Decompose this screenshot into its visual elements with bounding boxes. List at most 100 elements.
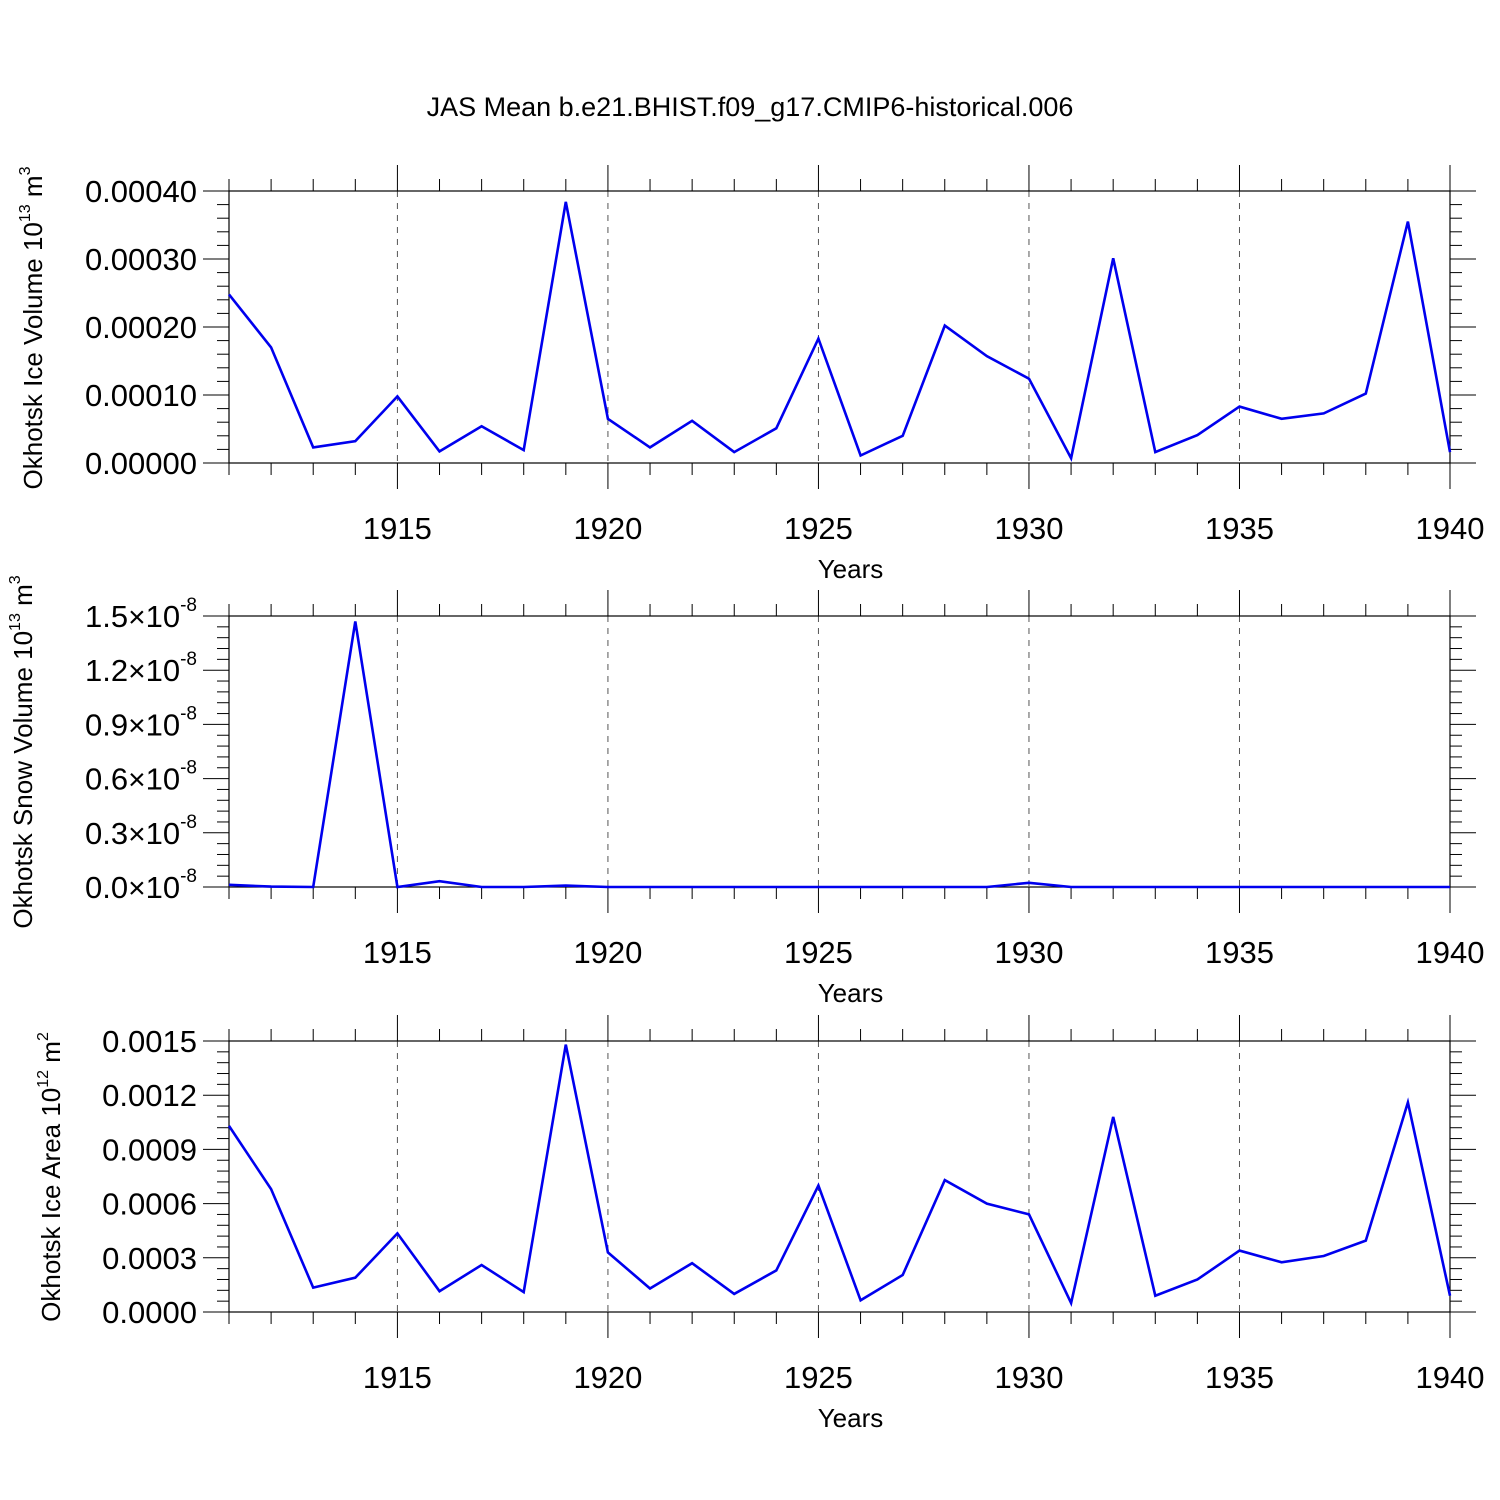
x-axis-label: Years [818, 978, 884, 1008]
y-tick-value: 0.0009 [102, 1132, 197, 1167]
y-tick-label: 0.0006 [102, 1187, 197, 1222]
y-tick-value: 0.0012 [102, 1078, 197, 1113]
y-tick-base: 10 [146, 870, 180, 905]
y-tick-label: 0.00020 [85, 310, 197, 345]
x-tick-label: 1935 [1205, 511, 1274, 546]
y-axis-label-exponent: 13 [17, 204, 34, 222]
x-tick-label: 1930 [994, 1360, 1063, 1395]
x-tick-label: 1935 [1205, 1360, 1274, 1395]
y-axis-label-text: Okhotsk Ice Volume 10 [18, 222, 48, 489]
y-tick-value: 0.0015 [102, 1024, 197, 1059]
x-tick-label: 1935 [1205, 935, 1274, 970]
x-tick-label: 1930 [994, 935, 1063, 970]
x-tick-label: 1925 [784, 935, 853, 970]
y-axis-label-exponent: 13 [7, 613, 24, 631]
y-axis-label-exponent: 12 [35, 1070, 52, 1088]
y-axis-label-unit-exponent: 2 [35, 1032, 52, 1041]
y-tick-value: 1.5 [85, 599, 128, 634]
y-tick-value: 0.3 [85, 816, 128, 851]
y-axis-label-unit: m [8, 584, 38, 613]
y-tick-exponent: -8 [180, 758, 197, 779]
y-tick-base: 10 [146, 816, 180, 851]
y-tick-label: 0.9×10-8 [85, 703, 197, 742]
y-tick-label: 0.00000 [85, 446, 197, 481]
x-tick-label: 1930 [994, 511, 1063, 546]
series-line [227, 1044, 1452, 1307]
y-tick-label: 0.0000 [102, 1295, 197, 1330]
y-tick-value: 0.00010 [85, 378, 197, 413]
x-tick-label: 1920 [573, 511, 642, 546]
y-tick-label: 0.00040 [85, 174, 197, 209]
y-tick-value: 0.0000 [102, 1295, 197, 1330]
y-tick-label: 0.0012 [102, 1078, 197, 1113]
y-tick-value: 0.00000 [85, 446, 197, 481]
y-axis-label-unit-exponent: 3 [7, 575, 24, 584]
y-tick-value: 0.00040 [85, 174, 197, 209]
y-tick-times: × [128, 872, 146, 905]
plot-frame [228, 1040, 1451, 1313]
y-tick-label: 0.0009 [102, 1132, 197, 1167]
y-tick-value: 0.0003 [102, 1241, 197, 1276]
figure-title: JAS Mean b.e21.BHIST.f09_g17.CMIP6-histo… [427, 92, 1074, 122]
y-tick-label: 0.6×10-8 [85, 758, 197, 797]
y-tick-times: × [128, 601, 146, 634]
series-line [227, 201, 1452, 462]
x-tick-label: 1920 [573, 935, 642, 970]
y-tick-label: 0.00030 [85, 242, 197, 277]
y-tick-exponent: -8 [180, 703, 197, 724]
x-axis-label: Years [818, 554, 884, 584]
y-axis-label-unit: m [36, 1041, 66, 1070]
x-tick-label: 1940 [1416, 511, 1485, 546]
y-tick-label: 1.2×10-8 [85, 649, 197, 688]
x-tick-label: 1940 [1416, 1360, 1485, 1395]
y-tick-times: × [128, 655, 146, 688]
y-tick-value: 0.00020 [85, 310, 197, 345]
panel-2: 0.0×10-80.3×10-80.6×10-80.9×10-81.2×10-8… [7, 575, 1484, 1008]
y-tick-base: 10 [146, 762, 180, 797]
panel-3: 0.0000 0.0003 0.0006 0.0009 0.0012 0.0015 1915… [35, 1015, 1484, 1433]
y-tick-times: × [128, 709, 146, 742]
panels: 0.00000 0.00010 0.00020 0.00030 0.00040 1915 1… [7, 165, 1484, 1433]
y-tick-value: 0.0 [85, 870, 128, 905]
y-axis-label: Okhotsk Ice Volume 1013 m3 [17, 166, 48, 489]
series-line [228, 621, 1450, 889]
y-axis-label: Okhotsk Ice Area 1012 m2 [35, 1032, 66, 1322]
x-tick-label: 1915 [363, 935, 432, 970]
y-tick-value: 0.00030 [85, 242, 197, 277]
y-tick-base: 10 [146, 599, 180, 634]
y-tick-times: × [128, 764, 146, 797]
x-tick-label: 1920 [573, 1360, 642, 1395]
y-tick-value: 1.2 [85, 653, 128, 688]
y-axis-label-text: Okhotsk Ice Area 10 [36, 1088, 66, 1322]
y-tick-exponent: -8 [180, 649, 197, 670]
x-tick-label: 1915 [363, 511, 432, 546]
panel-1: 0.00000 0.00010 0.00020 0.00030 0.00040 1915 1… [17, 165, 1484, 584]
y-axis-label: Okhotsk Snow Volume 1013 m3 [7, 575, 38, 928]
x-axis-label: Years [818, 1403, 884, 1433]
x-tick-label: 1925 [784, 1360, 853, 1395]
y-tick-base: 10 [146, 653, 180, 688]
y-tick-label: 0.0003 [102, 1241, 197, 1276]
y-tick-base: 10 [146, 707, 180, 742]
x-tick-label: 1925 [784, 511, 853, 546]
y-tick-value: 0.0006 [102, 1187, 197, 1222]
y-tick-value: 0.9 [85, 707, 128, 742]
y-tick-times: × [128, 818, 146, 851]
y-axis-label-unit: m [18, 175, 48, 204]
x-tick-label: 1915 [363, 1360, 432, 1395]
y-axis-label-text: Okhotsk Snow Volume 10 [8, 631, 38, 929]
y-tick-label: 0.3×10-8 [85, 812, 197, 851]
y-tick-value: 0.6 [85, 762, 128, 797]
plot-frame [228, 615, 1451, 888]
y-tick-label: 0.00010 [85, 378, 197, 413]
y-tick-label: 0.0×10-8 [85, 866, 197, 905]
y-tick-exponent: -8 [180, 866, 197, 887]
y-tick-label: 0.0015 [102, 1024, 197, 1059]
y-tick-exponent: -8 [180, 812, 197, 833]
y-tick-exponent: -8 [180, 595, 197, 616]
plot-frame [228, 190, 1451, 464]
x-tick-label: 1940 [1416, 935, 1485, 970]
y-tick-label: 1.5×10-8 [85, 595, 197, 634]
y-axis-label-unit-exponent: 3 [17, 166, 34, 175]
